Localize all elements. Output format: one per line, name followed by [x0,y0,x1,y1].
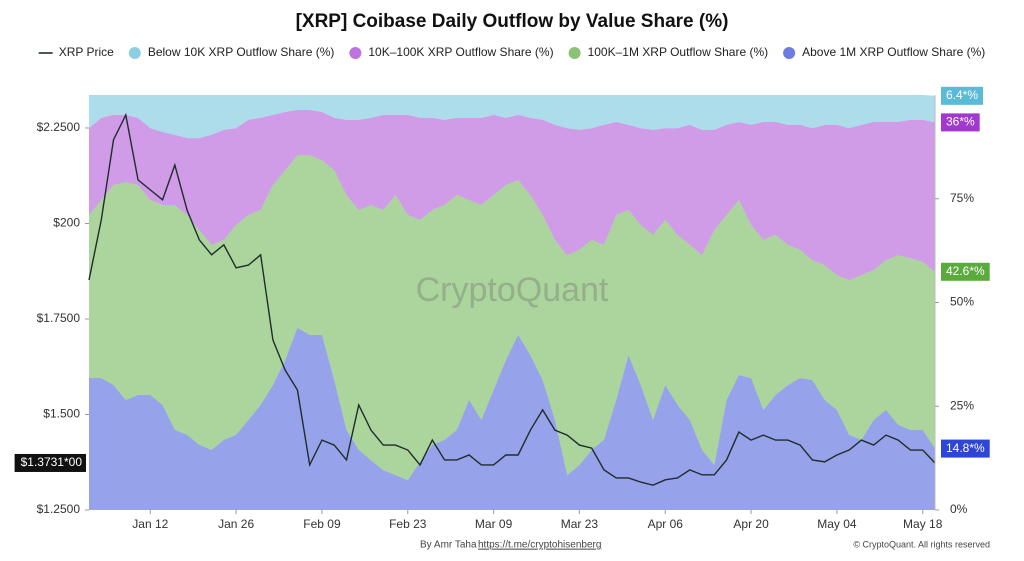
last-value-text: 42.6*% [946,264,985,278]
y2-tick-label: 0% [950,502,968,516]
y2-tick-label: 25% [950,398,974,412]
legend-item: Below 10K XRP Outflow Share (%) [128,45,335,59]
plot-area [85,95,939,514]
last-value-text: $1.3731*00 [21,455,83,469]
last-value-box [941,262,990,281]
legend-label: XRP Price [59,45,114,59]
legend-dot [783,47,796,59]
legend-dot [568,47,581,59]
legend-label: Above 1M XRP Outflow Share (%) [802,45,985,59]
last-value-label: 14.8*% [941,439,990,458]
area [89,155,935,481]
y-tick-label: $1.7500 [37,311,81,325]
last-value-box [941,439,990,458]
source: By Amr Taha [420,540,477,551]
last-value-text: 36*% [946,115,975,129]
legend-item: 10K–100K XRP Outflow Share (%) [349,45,554,59]
y-tick-label: $200 [53,216,80,230]
legend-item: Above 1M XRP Outflow Share (%) [783,45,985,59]
last-value-box [941,86,984,105]
legend-item: 100K–1M XRP Outflow Share (%) [568,45,769,59]
last-value-box [941,113,980,132]
price-line [88,112,936,486]
x-tick-label: Apr 20 [733,517,769,531]
x-tick-label: Feb 09 [303,517,341,531]
last-value-label: 36*% [941,113,980,132]
legend-dot [128,47,141,59]
x-tick-label: Mar 09 [475,517,513,531]
y2-tick-label: 50% [950,295,974,309]
y-tick-label: $1.2500 [37,502,81,516]
last-value-label: 42.6*% [941,262,990,281]
legend-dot [349,47,362,59]
y2-tick-label: 75% [950,191,974,205]
x-tick-label: Jan 12 [132,517,168,531]
x-tick-label: Jan 26 [218,517,254,531]
last-value-box [14,453,86,472]
last-value-label: 6.4*% [941,86,984,105]
watermark: CryptoQuant [416,271,609,309]
y-tick-label: $1.500 [43,407,80,421]
legend-label: Below 10K XRP Outflow Share (%) [148,45,335,59]
area [89,95,935,139]
x-tick-label: May 04 [817,517,857,531]
copyright: © CryptoQuant. All rights reserved [853,539,990,549]
area [89,109,935,281]
x-tick-label: Apr 06 [648,517,684,531]
legend-label: 10K–100K XRP Outflow Share (%) [368,45,553,59]
x-tick-label: Mar 23 [561,517,599,531]
source-link[interactable]: https://t.me/cryptohisenberg [478,540,601,551]
x-tick-label: Feb 23 [389,517,427,531]
legend-label: 100K–1M XRP Outflow Share (%) [588,45,769,59]
last-value-label: $1.3731*00 [14,453,86,472]
legend: XRP Price Below 10K XRP Outflow Share (%)… [38,45,985,59]
last-value-text: 6.4*% [946,88,978,102]
x-tick-label: May 18 [903,517,943,531]
chart-title: [XRP] Coibase Daily Outflow by Value Sha… [296,11,729,32]
last-value-text: 14.8*% [946,441,985,455]
legend-item: XRP Price [38,45,114,59]
y-tick-label: $2.2500 [37,120,81,134]
